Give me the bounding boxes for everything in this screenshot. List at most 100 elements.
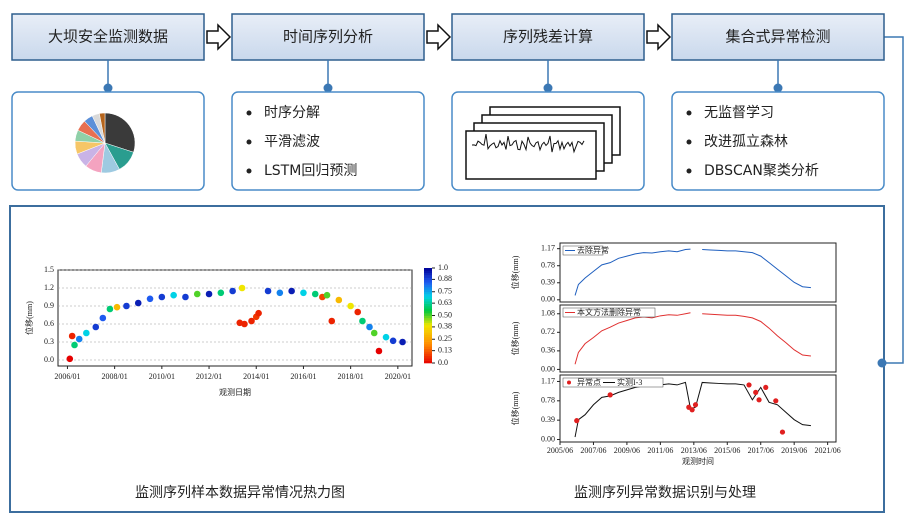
point [69,333,76,340]
point [288,288,295,295]
x-tick-label: 2019/06 [781,446,807,455]
colorbar-cell [424,282,432,285]
step-item: 无监督学习 [704,105,774,121]
y-tick-label: 0.39 [541,278,555,287]
y-tick-label: 1.17 [541,244,555,253]
x-axis-label: 观测日期 [219,388,251,397]
legend-label: 异常点 [577,378,601,387]
anomaly-point [773,398,778,403]
y-tick-label: 1.17 [541,376,555,385]
x-tick-label: 2005/06 [547,446,573,455]
legend-label: 本文方法删除异常 [577,307,641,317]
point [376,348,383,355]
colorbar-cell [424,278,432,281]
y-tick-label: 0.9 [44,301,54,310]
colorbar-cell [424,349,432,352]
caption: 监测序列样本数据异常情况热力图 [135,485,345,501]
colorbar-label: 0.38 [438,322,452,331]
anomaly-point [746,382,751,387]
anomaly-point [574,418,579,423]
point [347,303,354,310]
legend-label: 实测I-3 [617,377,642,387]
step-title: 序列残差计算 [503,28,593,46]
point [371,330,378,337]
x-tick-label: 2007/06 [580,446,606,455]
point [336,297,343,304]
colorbar-label: 0.63 [438,298,452,307]
point [83,330,90,337]
plot-area [58,270,412,366]
connector-dot [544,84,553,93]
y-tick-label: 0.78 [541,396,555,405]
step-title: 时间序列分析 [283,28,373,46]
point [76,336,83,343]
colorbar-cell [424,320,432,323]
y-axis-label: 位移(mm) [510,321,520,355]
y-tick-label: 0.39 [541,415,555,424]
connector-dot [324,84,333,93]
colorbar-cell [424,311,432,314]
point [359,318,366,325]
colorbar-cell [424,330,432,333]
connector-dot [878,359,887,368]
colorbar-cell [424,318,432,321]
colorbar-cell [424,335,432,338]
arrow [647,25,670,49]
step-title: 集合式异常检测 [725,28,830,46]
bullet [247,169,252,174]
point [277,290,284,297]
step-item: 改进孤立森林 [704,134,788,150]
colorbar-cell [424,289,432,292]
y-axis-label: 位移(mm) [510,255,520,289]
colorbar-cell [424,332,432,335]
point [300,290,307,297]
colorbar-cell [424,294,432,297]
x-tick-label: 2015/06 [714,446,740,455]
point [114,304,121,311]
x-tick-label: 2017/06 [748,446,774,455]
point [324,292,331,299]
colorbar-cell [424,339,432,342]
x-tick-label: 2011/06 [647,446,673,455]
bullet [687,111,692,116]
y-axis-label: 位移(mm) [510,391,520,425]
step-title: 大坝安全监测数据 [48,28,168,46]
x-tick-label: 2013/06 [681,446,707,455]
point [399,339,406,346]
x-tick-label: 2021/06 [815,446,841,455]
anomaly-point [690,407,695,412]
colorbar-cell [424,306,432,309]
connector-dot [774,84,783,93]
x-tick-label: 2008/01 [102,372,128,381]
point [239,285,246,292]
step-item: 平滑滤波 [264,133,320,150]
legend-label: 去除异常 [577,245,609,255]
point [182,294,189,301]
colorbar-cell [424,342,432,345]
x-tick-label: 2012/01 [196,372,222,381]
y-tick-label: 0.6 [44,319,54,328]
diagram: 监测序列样本数据异常情况热力图 监测序列异常数据识别与处理 大坝安全监测数据 时间… [0,0,904,514]
anomaly-point [763,385,768,390]
point [194,291,201,298]
y-tick-label: 0.36 [541,346,555,355]
colorbar-cell [424,356,432,359]
colorbar-label: 1.0 [438,263,448,272]
y-tick-label: 0.00 [541,295,555,304]
x-tick-label: 2014/01 [243,372,269,381]
x-tick-label: 2010/01 [149,372,175,381]
point [67,356,74,363]
y-tick-label: 0.72 [541,327,555,336]
colorbar-cell [424,354,432,357]
anomaly-point [608,392,613,397]
point [265,288,272,295]
bullet [247,140,252,145]
caption: 监测序列异常数据识别与处理 [574,485,756,501]
colorbar-cell [424,304,432,307]
anomaly-point [753,390,758,395]
colorbar-cell [424,316,432,319]
y-tick-label: 1.08 [541,309,555,318]
point [170,292,177,299]
y-tick-label: 0.78 [541,261,555,270]
x-tick-label: 2016/01 [290,372,316,381]
